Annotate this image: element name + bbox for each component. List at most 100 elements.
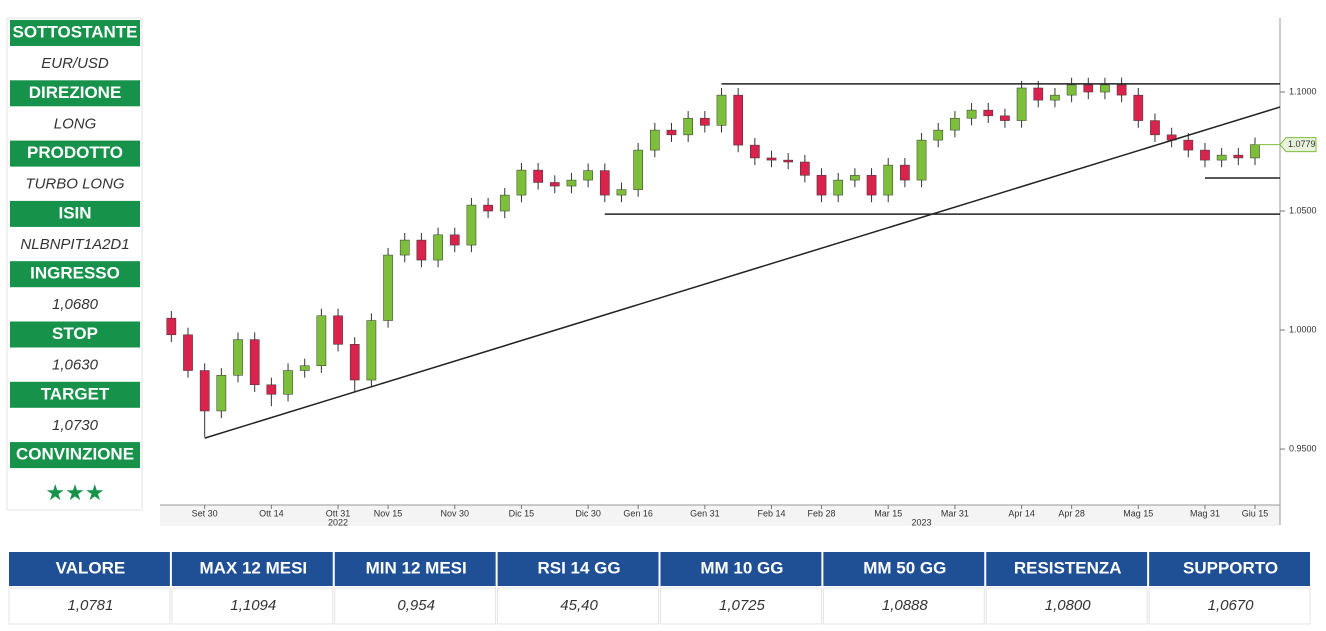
candle-body (1250, 144, 1260, 159)
candle-body (1183, 139, 1194, 151)
table-header-cell (1149, 552, 1310, 586)
x-tick-label: Ott 31 (326, 508, 351, 518)
panel-value: ★★★ (45, 480, 104, 505)
panel-value: TURBO LONG (25, 176, 125, 193)
candle-body (516, 169, 527, 196)
candle-body (800, 161, 810, 176)
candle-body (983, 109, 994, 117)
table-value-cell (660, 587, 822, 625)
candle-body (1033, 87, 1044, 101)
table-header: RSI 14 GG (537, 558, 620, 577)
candle-body (1066, 84, 1077, 96)
candle-body (833, 179, 844, 196)
candle-body (699, 117, 710, 126)
x-tick-label: Nov 30 (440, 508, 469, 518)
x-tick-label: Dic 15 (509, 508, 535, 518)
panel-value: 1,0630 (52, 356, 99, 373)
last-price-tag (1279, 137, 1317, 153)
candle-body (316, 315, 327, 367)
candle-body (166, 317, 177, 336)
panel-value: EUR/USD (41, 55, 109, 72)
candle-body (366, 320, 377, 381)
candle-body (750, 144, 760, 159)
table-header: RESISTENZA (1014, 558, 1122, 577)
table-value-cell (822, 587, 985, 625)
x-tick-label: Ott 14 (259, 508, 284, 518)
panel-header (10, 261, 140, 288)
table-value: 45,40 (560, 597, 598, 614)
x-tick-label: Feb 28 (808, 508, 836, 518)
panel-label: STOP (52, 324, 98, 343)
panel-header (10, 442, 140, 469)
candle-body (950, 117, 960, 131)
table-header-cell (823, 552, 985, 586)
x-tick-label: Mar 15 (874, 508, 902, 518)
x-tick-label: Apr 14 (1008, 508, 1035, 518)
table-header: MM 10 GG (700, 558, 783, 577)
table-value: 1,0800 (1045, 597, 1092, 614)
panel-header (10, 321, 140, 348)
candle-body (233, 339, 243, 376)
candle-body (399, 239, 410, 256)
x-axis-band (160, 505, 1280, 526)
candle-body (616, 189, 627, 196)
candle-body (816, 175, 827, 196)
candle-body (333, 315, 343, 345)
candle-body (1116, 84, 1127, 96)
candle-body (566, 179, 577, 187)
candle-body (716, 94, 727, 126)
candle-body (1100, 84, 1110, 93)
candle-body (783, 159, 794, 163)
candle-body (933, 129, 944, 141)
panel-value: 1,0730 (52, 417, 99, 434)
last-price-label: 1.0779 (1288, 139, 1316, 149)
candle-body (683, 117, 693, 136)
panel-label: CONVINZIONE (16, 445, 134, 464)
candle-body (1150, 120, 1160, 136)
table-value: 1,0888 (882, 597, 929, 614)
panel-label: SOTTOSTANTE (13, 22, 138, 41)
candle-body (216, 375, 227, 412)
candle-body (266, 384, 277, 395)
panel-header (10, 80, 140, 107)
x-tick-label: Apr 28 (1058, 508, 1085, 518)
candle-body (1233, 154, 1244, 159)
table-value-cell (334, 587, 497, 625)
candle-body (1000, 115, 1010, 121)
y-tick-label: 1.0000 (1289, 324, 1317, 334)
x-tick-label: Mar 31 (941, 508, 969, 518)
table-header-cell (497, 552, 659, 586)
table-header-cell (660, 552, 822, 586)
table-header-cell (334, 552, 496, 586)
panel-label: INGRESSO (30, 264, 120, 283)
table-header-cell (9, 552, 170, 586)
candle-body (966, 109, 977, 119)
year-label: 2023 (912, 517, 932, 527)
table-value: 1,0781 (67, 597, 113, 614)
candle-body (466, 204, 477, 246)
x-tick-label: Dic 30 (575, 508, 601, 518)
candle-body (349, 344, 360, 381)
candle-body (483, 204, 493, 212)
panel-label: TARGET (41, 384, 110, 403)
candle-body (599, 170, 610, 196)
table-value: 1,0670 (1208, 597, 1255, 614)
y-tick-label: 1.1000 (1289, 86, 1317, 96)
candle-body (916, 139, 927, 181)
y-tick-label: 1.0500 (1289, 205, 1317, 215)
candle-body (1200, 149, 1210, 161)
candle-body (733, 94, 744, 146)
candle-body (499, 194, 510, 212)
candle-body (416, 239, 427, 261)
plot-area (160, 18, 1280, 505)
table-value-cell (8, 587, 171, 625)
x-tick-label: Set 30 (192, 508, 218, 518)
y-tick-label: 0.9500 (1289, 443, 1317, 453)
table-header: VALORE (56, 558, 126, 577)
candle-body (666, 129, 677, 136)
table-value: 1,0725 (719, 597, 766, 614)
panel-label: PRODOTTO (27, 143, 123, 162)
table-value-cell (985, 587, 1148, 625)
table-value-cell (1148, 587, 1311, 625)
